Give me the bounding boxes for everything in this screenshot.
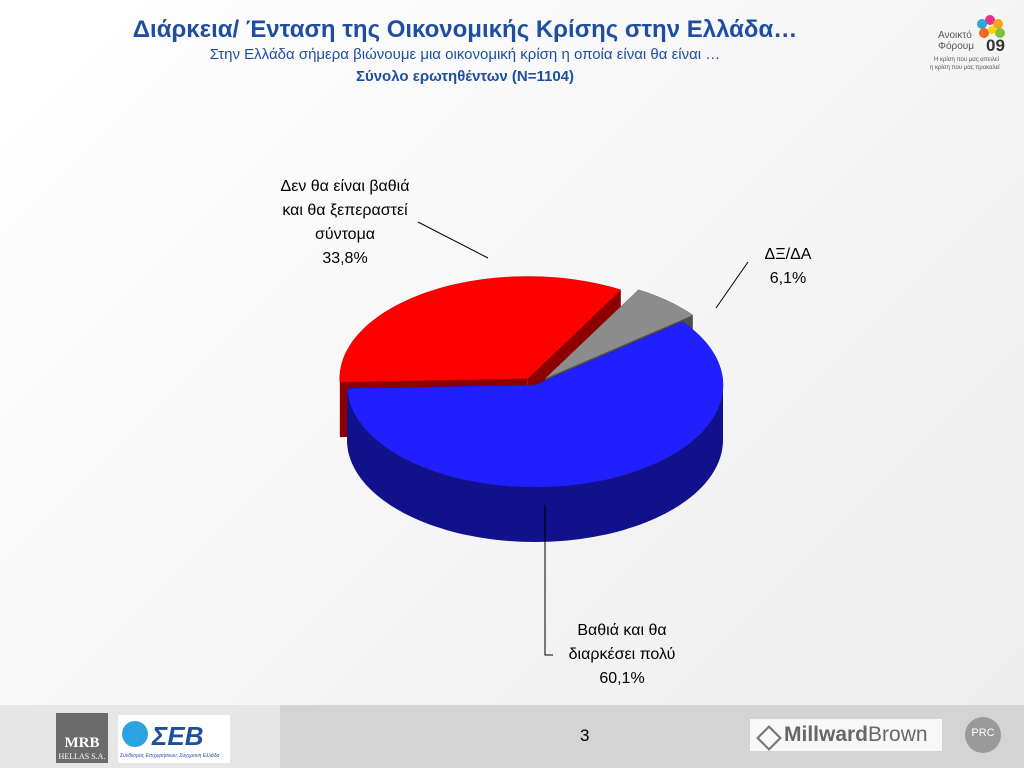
slice-top: [346, 321, 724, 488]
prc-text: PRC: [971, 727, 995, 739]
subtitle: Στην Ελλάδα σήμερα βιώνουμε μια οικονομι…: [209, 46, 721, 63]
forum-tag: η κρίση που μας προκαλεί: [930, 65, 1000, 71]
prc-logo: PRC: [965, 717, 1001, 753]
seb-logo: ΣΕΒ Σύνδεσμος Επιχειρήσεων, Σύγχρονη Ελλ…: [118, 715, 230, 763]
slice-top: [339, 276, 622, 383]
value-label: 60,1%: [599, 670, 645, 687]
footer: MRB HELLAS S.A. ΣΕΒ Σύνδεσμος Επιχειρήσε…: [0, 705, 1024, 768]
brown: Brown: [868, 723, 928, 746]
category-label: Δεν θα είναι βαθιά και θα ξεπεραστεί σύν…: [280, 178, 410, 243]
forum-logo: Ανοικτό Φόρουμ 09 Η κρίση που μας απειλε…: [930, 8, 1020, 78]
leader-line: [544, 505, 553, 656]
page-number: 3: [580, 726, 590, 745]
category-label: Βαθιά και θα διαρκέσει πολύ: [568, 622, 676, 663]
seb-sub: Σύνδεσμος Επιχειρήσεων, Σύγχρονη Ελλάδα: [120, 753, 220, 759]
seb-icon: [122, 721, 148, 747]
slice-wall: [347, 385, 723, 542]
pie-chart: [339, 221, 749, 656]
title: Διάρκεια/ Ένταση της Οικονομικής Κρίσης …: [132, 16, 798, 43]
mrb-logo: MRB HELLAS S.A.: [56, 713, 108, 763]
leader-line: [417, 221, 489, 259]
millward-text: MillwardBrown: [784, 723, 928, 747]
forum-text: Ανοικτό: [938, 30, 972, 41]
mrb-text: MRB: [64, 735, 100, 751]
base-note: Σύνολο ερωτηθέντων (N=1104): [355, 68, 575, 85]
forum-year: 09: [986, 36, 1005, 55]
forum-tag: Η κρίση που μας απειλεί: [934, 57, 999, 63]
leader-line: [715, 261, 749, 309]
millward-icon: [756, 725, 782, 751]
value-label: 6,1%: [769, 270, 807, 287]
value-label: 33,8%: [322, 250, 368, 267]
millward-logo: MillwardBrown: [750, 719, 942, 751]
slice-top: [545, 289, 694, 379]
forum-text: Φόρουμ: [938, 41, 975, 52]
category-label: ΔΞ/ΔΑ: [764, 246, 812, 263]
seb-text: ΣΕΒ: [152, 721, 204, 751]
forum-icon: [977, 15, 1005, 38]
millward: Millward: [784, 723, 869, 746]
mrb-sub: HELLAS S.A.: [58, 752, 106, 761]
